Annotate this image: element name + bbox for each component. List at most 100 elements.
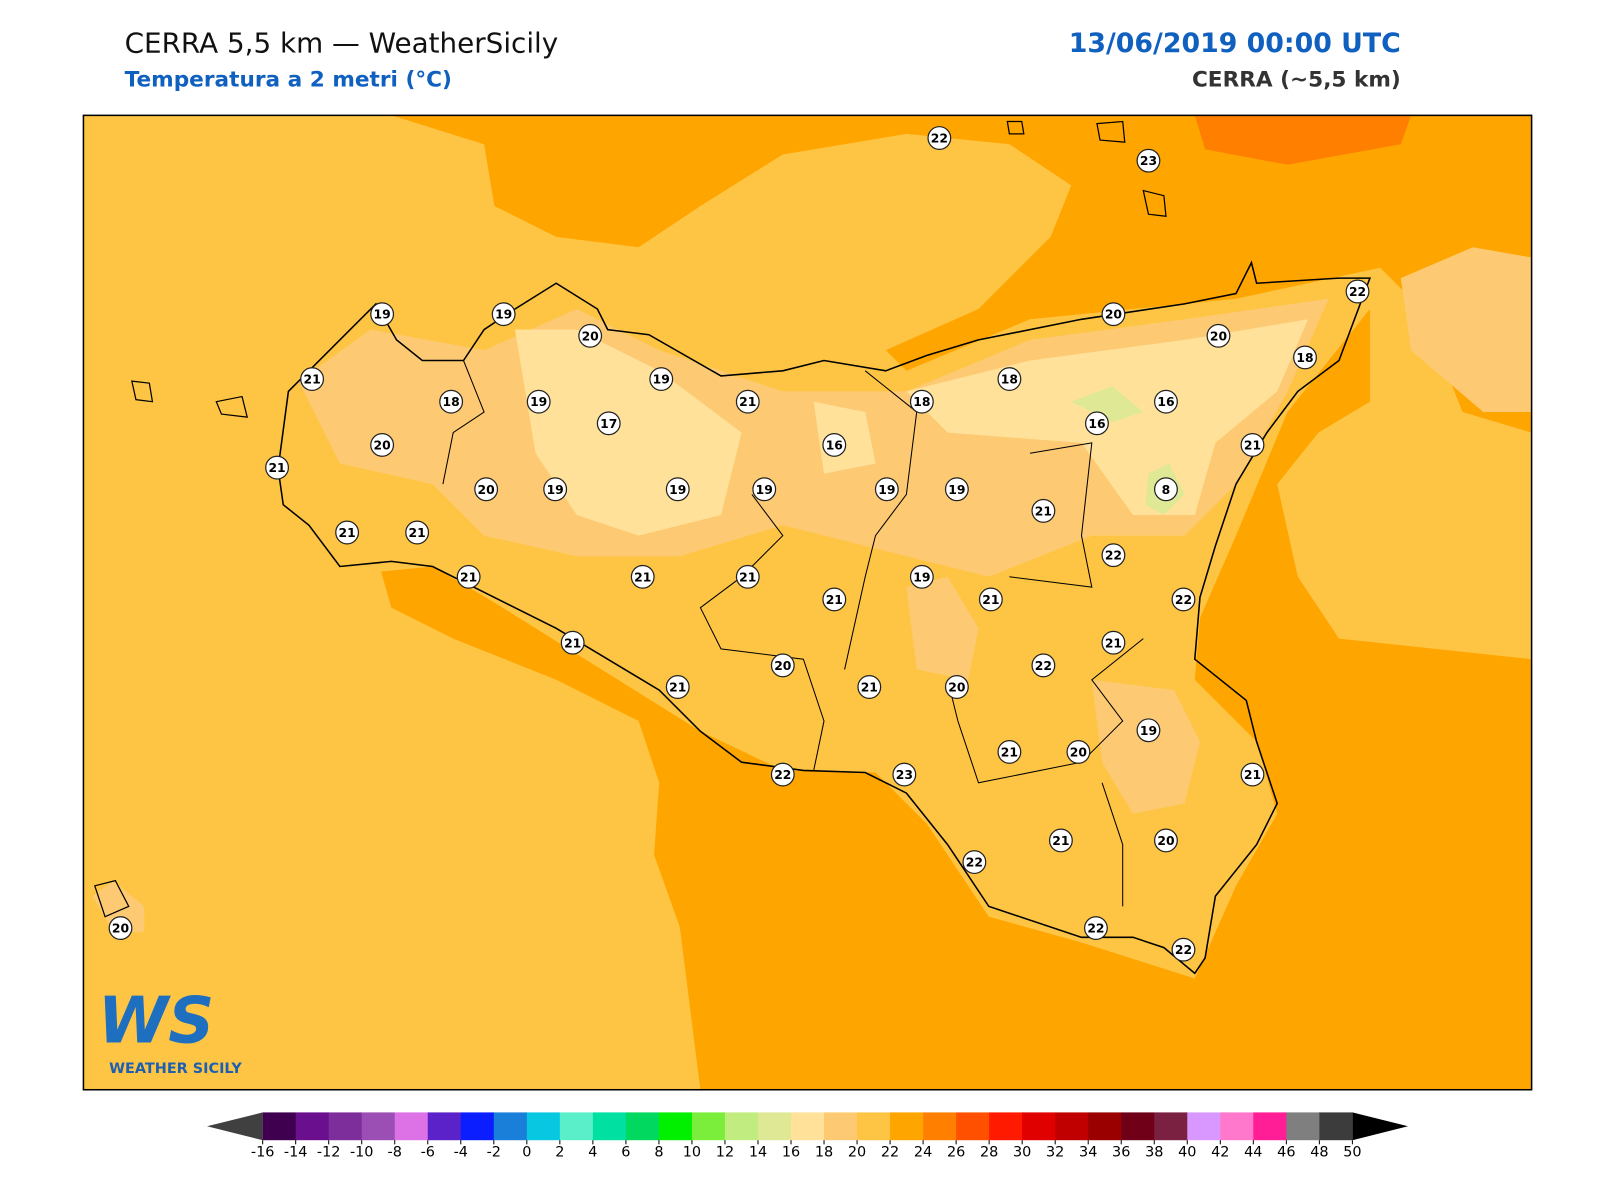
station-marker xyxy=(630,564,655,589)
station-value: 21 xyxy=(303,373,320,387)
colorbar-bin xyxy=(1187,1112,1221,1141)
colorbar-tick-label: 36 xyxy=(1112,1145,1130,1161)
colorbar-tick-label: 8 xyxy=(654,1145,663,1161)
stations: 22 23 19 19 20 20 20 22 21 18 19 19 21 18 18 16 18 17 20 21… xyxy=(108,126,1370,962)
station-value: 21 xyxy=(1244,768,1261,782)
station-value: 21 xyxy=(1035,504,1052,518)
model: CERRA (~5,5 km) xyxy=(1192,67,1401,92)
station-marker xyxy=(1136,718,1161,743)
station-marker xyxy=(491,302,516,327)
station-value: 20 xyxy=(774,659,792,673)
map xyxy=(83,115,1532,1090)
station-value: 18 xyxy=(913,395,930,409)
station-marker xyxy=(543,477,568,502)
station-marker xyxy=(1101,543,1126,568)
colorbar-tick-label: 10 xyxy=(683,1145,701,1161)
station-value: 22 xyxy=(774,768,791,782)
station-marker xyxy=(997,739,1022,764)
colorbar-tick-label: 0 xyxy=(522,1145,531,1161)
logo-mark: WS xyxy=(98,984,214,1058)
colorbar-tick-label: -8 xyxy=(388,1145,402,1161)
colorbar-bin xyxy=(1286,1112,1320,1141)
colorbar-tick-label: 30 xyxy=(1013,1145,1031,1161)
station-marker xyxy=(927,126,952,150)
station-value: 21 xyxy=(1105,636,1122,650)
colorbar-tick-label: 48 xyxy=(1310,1145,1328,1161)
station-value: 20 xyxy=(112,922,130,936)
colorbar-bin xyxy=(493,1112,528,1141)
station-marker xyxy=(1171,937,1196,962)
station-marker xyxy=(1085,411,1109,436)
station-value: 20 xyxy=(948,681,966,695)
station-value: 22 xyxy=(1175,943,1192,957)
station-value: 21 xyxy=(339,526,356,540)
colorbar-bin xyxy=(1319,1112,1353,1141)
colorbar-tick-label: 50 xyxy=(1343,1145,1361,1161)
station-marker xyxy=(1048,828,1073,853)
station-marker xyxy=(1154,389,1178,414)
station-value: 23 xyxy=(1140,154,1157,168)
colorbar-bin xyxy=(989,1112,1023,1141)
colorbar-bin xyxy=(625,1112,660,1141)
station-marker xyxy=(997,367,1022,391)
station-value: 19 xyxy=(669,483,686,497)
station-marker xyxy=(874,477,899,502)
station-value: 21 xyxy=(460,570,477,584)
colorbar-bin xyxy=(923,1112,957,1141)
colorbar-tick-label: -4 xyxy=(454,1145,468,1161)
station-marker xyxy=(370,433,395,457)
station-marker xyxy=(456,564,481,589)
station-marker xyxy=(649,367,674,391)
station-value: 20 xyxy=(374,438,392,452)
station-value: 20 xyxy=(1157,834,1175,848)
station-value: 22 xyxy=(1087,922,1104,936)
warm-area xyxy=(381,308,1532,1090)
colorbar-tick-label: 20 xyxy=(848,1145,866,1161)
colorbar-bin xyxy=(791,1112,825,1141)
station-value: 19 xyxy=(547,483,564,497)
station-value: 19 xyxy=(530,395,547,409)
colorbar-bin xyxy=(295,1112,330,1141)
warm-area xyxy=(1194,115,1412,165)
station-value: 21 xyxy=(861,681,878,695)
station-marker xyxy=(370,302,395,327)
station-value: 19 xyxy=(495,308,512,322)
station-marker xyxy=(944,477,969,502)
colorbar-tick-label: -2 xyxy=(487,1145,501,1161)
colorbar-bin xyxy=(427,1112,462,1141)
station-marker xyxy=(596,411,621,436)
colorbar-bin xyxy=(1088,1112,1122,1141)
colorbar-tick-label: 34 xyxy=(1079,1145,1097,1161)
station-value: 20 xyxy=(1070,745,1088,759)
colorbar-tick-label: 28 xyxy=(980,1145,998,1161)
station-value: 20 xyxy=(478,483,496,497)
station-value: 16 xyxy=(826,438,843,452)
station-marker xyxy=(1066,739,1091,764)
datetime: 13/06/2019 00:00 UTC xyxy=(1069,28,1401,59)
colorbar-tick-label: 26 xyxy=(947,1145,965,1161)
colorbar-tick-label: -14 xyxy=(284,1145,308,1161)
station-marker xyxy=(1154,477,1178,502)
colorbar-bin xyxy=(1253,1112,1287,1141)
colorbar-tick-label: -6 xyxy=(421,1145,435,1161)
station-value: 17 xyxy=(600,417,617,431)
station-value: 21 xyxy=(1244,438,1261,452)
station-value: 21 xyxy=(739,395,756,409)
station-marker xyxy=(944,675,969,699)
station-marker xyxy=(752,477,777,502)
station-value: 22 xyxy=(1105,549,1122,563)
map-frame xyxy=(82,114,1533,1091)
station-marker xyxy=(665,477,690,502)
colorbar-bin xyxy=(691,1112,726,1141)
colorbar-bin xyxy=(890,1112,924,1141)
station-marker xyxy=(560,630,585,655)
subtitle: Temperatura a 2 metri (°C) xyxy=(125,67,452,92)
colorbar-bin xyxy=(757,1112,792,1141)
colorbar-bin xyxy=(824,1112,858,1141)
station-value: 22 xyxy=(931,132,948,146)
station-marker xyxy=(892,762,917,787)
station-value: 21 xyxy=(669,681,686,695)
colorbar-bin xyxy=(1220,1112,1254,1141)
colorbar-tick-label: 16 xyxy=(782,1145,800,1161)
warm-area xyxy=(391,115,1532,433)
